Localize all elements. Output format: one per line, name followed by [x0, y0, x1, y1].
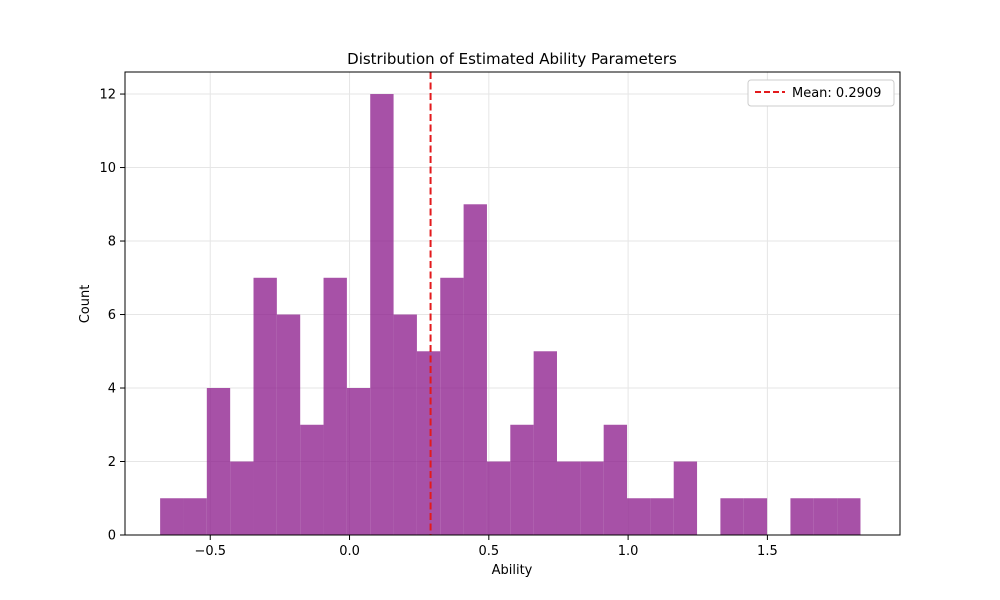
histogram-bar	[300, 424, 324, 535]
x-tick-label: −0.5	[194, 544, 226, 559]
y-tick-label: 0	[108, 529, 116, 544]
histogram-bar	[206, 388, 231, 535]
histogram-bar	[813, 498, 838, 535]
x-tick-label: 1.5	[757, 544, 778, 559]
y-tick-label: 8	[108, 235, 116, 250]
histogram-bar	[440, 277, 464, 535]
histogram-bar	[556, 461, 581, 535]
histogram-bar	[183, 498, 207, 535]
y-tick-label: 6	[108, 308, 116, 323]
x-axis-ticks: −0.5 0.0 0.5 1.0 1.5	[194, 535, 778, 559]
x-axis-label: Ability	[492, 563, 533, 578]
histogram-bar	[230, 461, 254, 535]
histogram-bar	[160, 498, 184, 535]
histogram-bar	[370, 94, 394, 536]
y-tick-label: 12	[99, 88, 116, 103]
histogram-bar	[673, 461, 698, 535]
legend: Mean: 0.2909	[747, 79, 895, 107]
y-tick-label: 2	[108, 455, 116, 470]
histogram-bar	[603, 424, 628, 535]
histogram-bar	[393, 314, 417, 535]
legend-box	[747, 79, 895, 107]
plot-frame	[124, 71, 901, 536]
histogram-bar	[253, 277, 277, 535]
histogram-bar	[720, 498, 744, 535]
y-axis-ticks: 0 2 4 6 8 10 12	[99, 88, 125, 544]
y-tick-label: 10	[99, 161, 116, 176]
histogram-bar	[323, 277, 347, 535]
histogram-bar	[486, 461, 511, 535]
histogram-bar	[346, 388, 371, 535]
histogram-bar	[510, 424, 534, 535]
histogram-bar	[650, 498, 674, 535]
y-axis-label: Count	[78, 285, 93, 324]
x-tick-label: 1.0	[618, 544, 639, 559]
histogram-bar	[416, 351, 441, 535]
histogram-bar	[790, 498, 814, 535]
histogram-bar	[463, 204, 487, 536]
histogram-bar	[627, 498, 651, 535]
histogram-bar	[580, 461, 604, 535]
chart-title: Distribution of Estimated Ability Parame…	[347, 50, 677, 68]
legend-mean-label: Mean: 0.2909	[792, 86, 881, 101]
y-tick-label: 4	[108, 382, 116, 397]
bars-layer	[160, 94, 861, 536]
histogram-bar	[837, 498, 861, 535]
x-tick-label: 0.0	[339, 544, 360, 559]
x-tick-label: 0.5	[478, 544, 499, 559]
histogram-bar	[743, 498, 768, 535]
histogram-bar	[533, 351, 557, 535]
histogram-bar	[276, 314, 301, 535]
